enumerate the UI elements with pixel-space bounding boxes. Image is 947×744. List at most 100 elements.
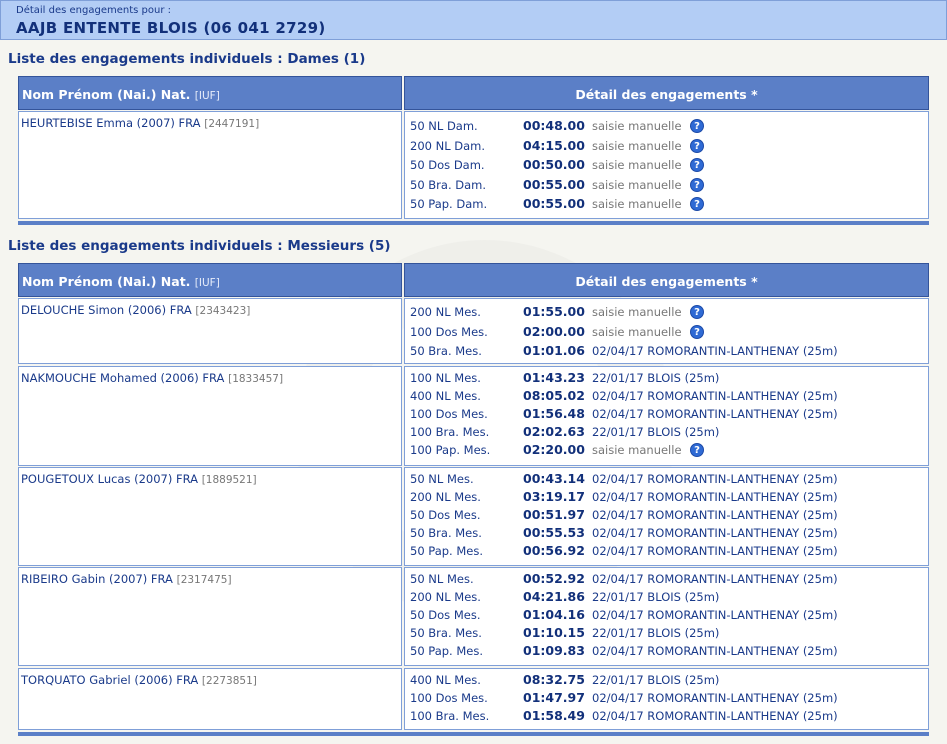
swimmer-name-cell: DELOUCHE Simon (2006) FRA [2343423]: [18, 298, 402, 364]
entry-time: 00:51.97: [523, 507, 585, 522]
entry-source: saisie manuelle: [592, 119, 682, 133]
entry-source: 02/04/17 ROMORANTIN-LANTHENAY (25m): [592, 508, 838, 522]
swimmer-name-cell: RIBEIRO Gabin (2007) FRA [2317475]: [18, 567, 402, 666]
entry-event: 200 NL Dam.: [410, 138, 486, 153]
swimmer-name-cell: TORQUATO Gabriel (2006) FRA [2273851]: [18, 668, 402, 730]
entry-event: 400 NL Mes.: [410, 673, 481, 687]
swimmer-name: TORQUATO Gabriel (2006) FRA: [21, 673, 199, 687]
column-header-detail-label: Détail des engagements *: [575, 274, 758, 289]
swimmer-name: DELOUCHE Simon (2006) FRA: [21, 303, 192, 317]
swimmer-entries-cell: 50 NL Dam. 00:48.00 saisie manuelle? 200 NL…: [404, 111, 929, 219]
swimmer-iuf: [2447191]: [204, 118, 260, 130]
entry-event: 100 Pap. Mes.: [410, 443, 491, 457]
entry-source: 02/04/17 ROMORANTIN-LANTHENAY (25m): [592, 544, 838, 558]
entry-time: 08:05.02: [523, 388, 585, 403]
entry-source: 22/01/17 BLOIS (25m): [592, 371, 720, 385]
entry-time: 04:21.86: [523, 589, 585, 604]
swimmer-iuf: [1833457]: [228, 373, 284, 385]
swimmer-iuf: [1889521]: [201, 474, 257, 486]
entry-time: 04:15.00: [523, 137, 585, 153]
entry-event: 50 Bra. Dam.: [410, 177, 487, 192]
swimmer-entries-cell: 400 NL Mes. 08:32.75 22/01/17 BLOIS (25m) 1…: [404, 668, 929, 730]
section-title: Liste des engagements individuels : Mess…: [8, 238, 391, 254]
column-header-name: Nom Prénom (Nai.) Nat. [IUF]: [18, 76, 402, 110]
entry-source: 22/01/17 BLOIS (25m): [592, 626, 720, 640]
entry-event: 50 NL Mes.: [410, 572, 474, 586]
column-header-name: Nom Prénom (Nai.) Nat. [IUF]: [18, 263, 402, 297]
swimmer-entries-cell: 50 NL Mes. 00:43.14 02/04/17 ROMORANTIN-LA…: [404, 467, 929, 566]
entry-event: 50 NL Mes.: [410, 472, 474, 486]
question-circle-icon[interactable]: ?: [690, 324, 704, 339]
entry-event: 100 Dos Mes.: [410, 324, 488, 339]
entry-event: 100 Dos Mes.: [410, 407, 488, 421]
entry-event: 50 Pap. Mes.: [410, 544, 484, 558]
column-header-detail: Détail des engagements *: [404, 263, 929, 297]
entry-event: 50 Dos Dam.: [410, 158, 485, 172]
question-circle-icon[interactable]: ?: [690, 158, 704, 172]
swimmer-name-cell: HEURTEBISE Emma (2007) FRA [2447191]: [18, 111, 402, 219]
entry-time: 00:55.00: [523, 176, 585, 192]
entry-source: 22/01/17 BLOIS (25m): [592, 590, 720, 604]
swimmer-name: RIBEIRO Gabin (2007) FRA: [21, 572, 173, 586]
entry-time: 01:10.15: [523, 625, 585, 640]
entry-event: 400 NL Mes.: [410, 389, 481, 403]
column-header-detail-label: Détail des engagements *: [575, 87, 758, 102]
swimmer-entries-cell: 100 NL Mes. 01:43.23 22/01/17 BLOIS (25m) 4…: [404, 366, 929, 466]
entry-time: 00:48.00: [523, 118, 585, 133]
entry-event: 50 Dos Mes.: [410, 608, 481, 622]
entry-source: 02/04/17 ROMORANTIN-LANTHENAY (25m): [592, 526, 838, 540]
question-circle-icon[interactable]: ?: [690, 443, 704, 457]
club-title: AAJB ENTENTE BLOIS (06 041 2729): [16, 19, 326, 37]
entry-time: 00:55.00: [523, 196, 585, 211]
entry-source: saisie manuelle: [592, 324, 682, 339]
question-circle-icon[interactable]: ?: [690, 138, 704, 153]
entry-source: 02/04/17 ROMORANTIN-LANTHENAY (25m): [592, 709, 838, 723]
question-circle-icon[interactable]: ?: [690, 305, 704, 319]
entry-time: 00:52.92: [523, 571, 585, 586]
column-header-iuf-label: [IUF]: [194, 277, 220, 289]
table-bottom-bar: [18, 732, 929, 736]
entry-source: 02/04/17 ROMORANTIN-LANTHENAY (25m): [592, 608, 838, 622]
page-header: Détail des engagements pour : AAJB ENTEN…: [0, 0, 947, 40]
entry-event: 100 NL Mes.: [410, 371, 481, 385]
entry-source: saisie manuelle: [592, 138, 682, 153]
swimmer-name-cell: POUGETOUX Lucas (2007) FRA [1889521]: [18, 467, 402, 566]
entry-source: saisie manuelle: [592, 158, 682, 172]
column-header-iuf-label: [IUF]: [194, 90, 220, 102]
entry-source: 02/04/17 ROMORANTIN-LANTHENAY (25m): [592, 389, 838, 403]
entry-source: saisie manuelle: [592, 177, 682, 192]
entry-event: 50 Bra. Mes.: [410, 626, 482, 640]
entry-time: 02:20.00: [523, 442, 585, 457]
section-title: Liste des engagements individuels : Dame…: [8, 51, 366, 67]
entry-time: 01:47.97: [523, 690, 585, 705]
entry-time: 01:43.23: [523, 370, 585, 385]
question-circle-icon[interactable]: ?: [690, 177, 704, 192]
header-subtitle: Détail des engagements pour :: [16, 5, 171, 16]
question-circle-icon[interactable]: ?: [690, 119, 704, 133]
entry-time: 02:00.00: [523, 323, 585, 339]
entry-time: 03:19.17: [523, 489, 585, 504]
entry-time: 08:32.75: [523, 672, 585, 687]
entry-event: 200 NL Mes.: [410, 590, 481, 604]
entry-source: 02/04/17 ROMORANTIN-LANTHENAY (25m): [592, 691, 838, 705]
entry-source: 22/01/17 BLOIS (25m): [592, 673, 720, 687]
entry-source: 02/04/17 ROMORANTIN-LANTHENAY (25m): [592, 344, 838, 358]
column-header-name-label: Nom Prénom (Nai.) Nat.: [22, 274, 191, 289]
table-bottom-bar: [18, 221, 929, 225]
entry-time: 01:55.00: [523, 304, 585, 319]
swimmer-name: POUGETOUX Lucas (2007) FRA: [21, 472, 199, 486]
question-circle-icon[interactable]: ?: [690, 197, 704, 211]
swimmer-iuf: [2273851]: [201, 675, 257, 687]
entry-source: 22/01/17 BLOIS (25m): [592, 425, 720, 439]
swimmer-name: HEURTEBISE Emma (2007) FRA: [21, 116, 201, 130]
entry-event: 200 NL Mes.: [410, 490, 481, 504]
entry-source: 02/04/17 ROMORANTIN-LANTHENAY (25m): [592, 572, 838, 586]
entry-time: 00:56.92: [523, 543, 585, 558]
entry-event: 100 Dos Mes.: [410, 691, 488, 705]
entry-time: 00:50.00: [523, 157, 585, 172]
entry-event: 50 Bra. Mes.: [410, 526, 482, 540]
entry-event: 50 Pap. Mes.: [410, 644, 484, 658]
entry-time: 01:58.49: [523, 708, 585, 723]
entry-time: 02:02.63: [523, 424, 585, 439]
entry-event: 50 Pap. Dam.: [410, 197, 488, 211]
